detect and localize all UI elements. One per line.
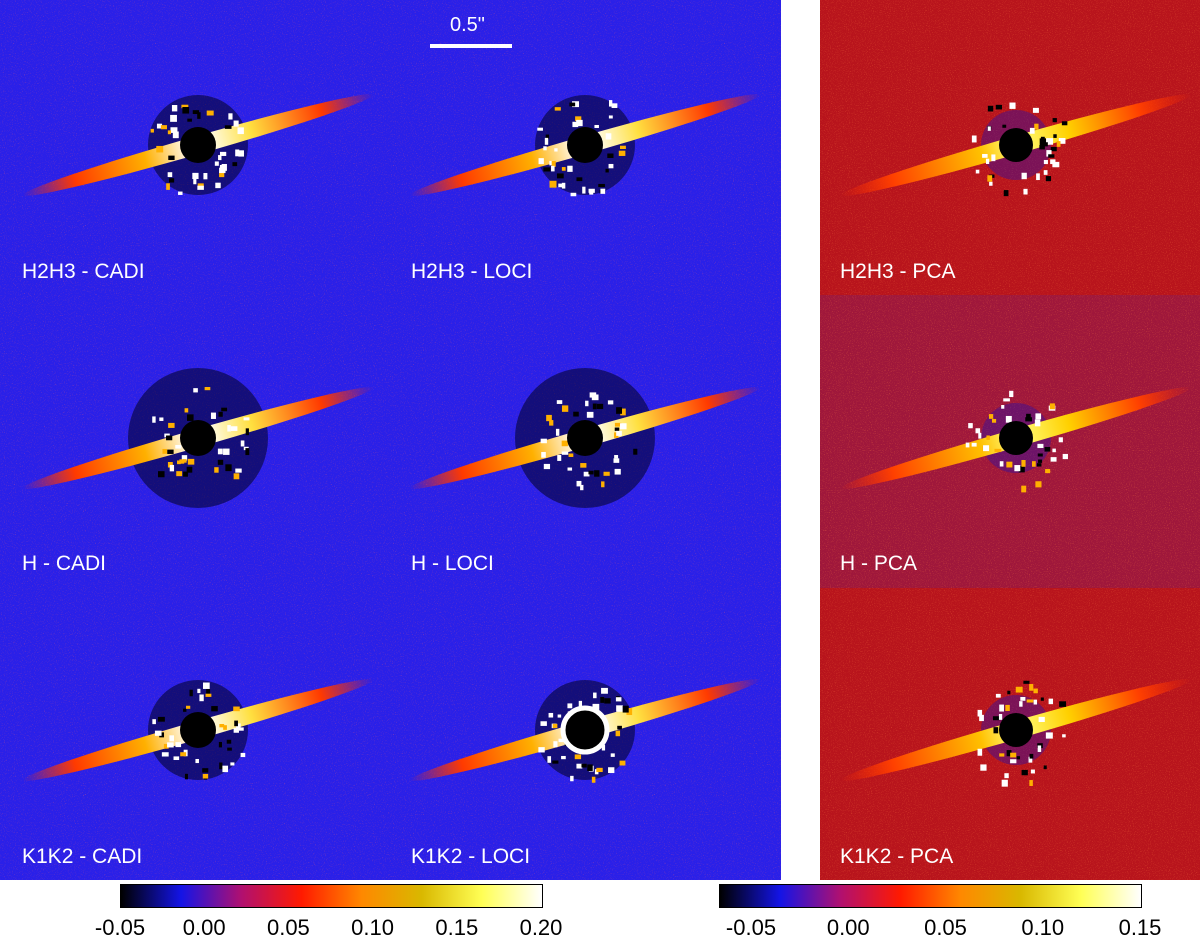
- left-image-grid: [0, 0, 781, 880]
- colorbar-left-tick-3: 0.10: [351, 915, 395, 940]
- right-image-grid: [820, 0, 1200, 880]
- colorbar-left-tick-1: 0.00: [182, 915, 226, 940]
- colorbar-right-tick-0: -0.05: [725, 915, 777, 940]
- label-k1k2-pca: K1K2 - PCA: [840, 845, 954, 868]
- colorbar-left-tick-5: 0.20: [519, 915, 563, 940]
- disk-image-h-cadi: [22, 368, 374, 508]
- colorbar-right-tick-1: 0.00: [826, 915, 870, 940]
- disk-image-h-loci: [409, 368, 761, 508]
- scale-bar: 0.5": [430, 14, 512, 50]
- colorbar-left-tick-2: 0.05: [266, 915, 310, 940]
- left-image-svg: [0, 0, 781, 880]
- colorbar-right: [719, 884, 1142, 908]
- disk-image-k1k2-loci: [409, 678, 761, 783]
- colorbar-left-tick-0: -0.05: [94, 915, 146, 940]
- disk-image-h2h3-loci: [409, 93, 761, 197]
- colorbar-right-tick-4: 0.15: [1118, 915, 1162, 940]
- label-h2h3-loci: H2H3 - LOCI: [411, 260, 533, 283]
- disk-image-h-pca: [840, 386, 1192, 493]
- disk-image-k1k2-pca: [840, 678, 1192, 787]
- colorbar-right-tick-2: 0.05: [924, 915, 967, 940]
- label-h2h3-cadi: H2H3 - CADI: [22, 260, 145, 283]
- disk-image-h2h3-cadi: [22, 93, 374, 197]
- right-image-svg: [820, 0, 1200, 880]
- colorbar-right-tick-3: 0.10: [1021, 915, 1065, 940]
- label-h2h3-pca: H2H3 - PCA: [840, 260, 956, 283]
- colorbar-left: [120, 884, 543, 908]
- scale-bar-line: [430, 44, 512, 48]
- label-h-cadi: H - CADI: [22, 552, 106, 575]
- disk-image-h2h3-pca: [840, 93, 1192, 197]
- scale-bar-label: 0.5": [450, 14, 485, 36]
- label-k1k2-loci: K1K2 - LOCI: [411, 845, 531, 868]
- colorbar-left-tick-4: 0.15: [435, 915, 479, 940]
- disk-image-k1k2-cadi: [22, 678, 374, 782]
- label-h-pca: H - PCA: [840, 552, 918, 575]
- label-k1k2-cadi: K1K2 - CADI: [22, 845, 143, 868]
- label-h-loci: H - LOCI: [411, 552, 494, 575]
